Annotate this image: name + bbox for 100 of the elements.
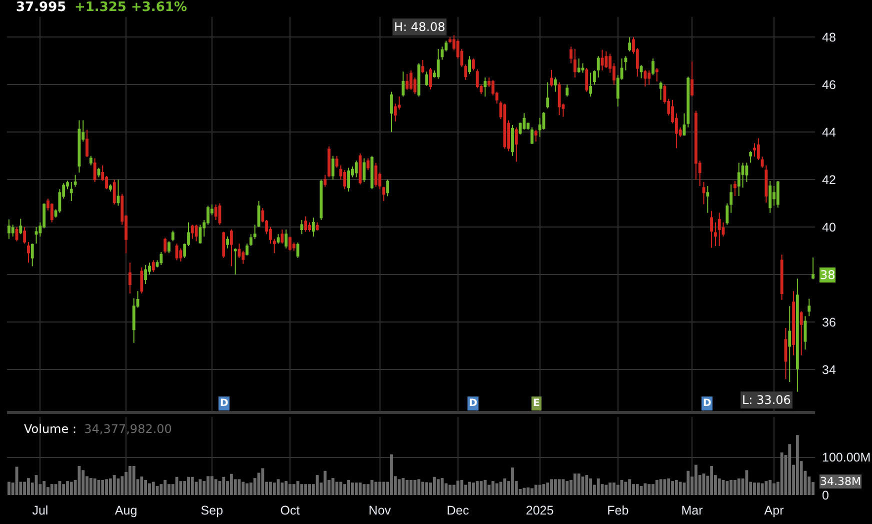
- candlestick: [644, 69, 647, 88]
- bar: [374, 482, 378, 495]
- candlestick: [710, 210, 714, 248]
- bar: [624, 482, 628, 495]
- bar: [652, 484, 654, 495]
- bar: [27, 478, 30, 495]
- y-tick-label: 0: [822, 488, 829, 502]
- candlestick: [600, 49, 604, 71]
- text: Volume :: [24, 422, 76, 436]
- candlestick: [546, 82, 550, 109]
- bar: [538, 484, 542, 495]
- candlestick: [734, 180, 736, 196]
- y-tick-label: 48: [822, 30, 836, 45]
- bar: [678, 482, 682, 495]
- bar: [495, 483, 498, 495]
- bar: [648, 484, 651, 495]
- candlestick: [324, 174, 327, 188]
- bar: [760, 483, 764, 495]
- candlestick: [50, 202, 54, 223]
- candlestick: [472, 58, 475, 71]
- bar: [62, 484, 66, 495]
- candlestick: [93, 158, 96, 182]
- candlestick: [347, 167, 350, 192]
- candlestick: [108, 184, 112, 192]
- candlestick: [280, 228, 284, 244]
- candlestick: [230, 228, 233, 267]
- candlestick: [406, 73, 409, 90]
- y-tick-label: 36: [822, 315, 836, 330]
- candlestick: [288, 236, 292, 252]
- candlestick: [640, 64, 643, 79]
- annotation: D: [469, 398, 478, 409]
- bar: [417, 479, 420, 495]
- bar: [7, 482, 10, 495]
- bar: [308, 484, 311, 495]
- candlestick: [714, 222, 717, 247]
- bar: [659, 479, 662, 495]
- bar: [554, 479, 557, 495]
- candlestick: [686, 76, 690, 128]
- bar: [112, 475, 116, 495]
- candlestick: [366, 158, 370, 171]
- bar: [300, 484, 304, 495]
- bar: [50, 484, 54, 495]
- candlestick: [312, 217, 315, 238]
- x-tick-label: Feb: [607, 504, 629, 518]
- candlestick: [589, 72, 592, 98]
- bar: [292, 484, 296, 495]
- text: 34.38M: [820, 475, 861, 488]
- candlestick: [70, 181, 73, 202]
- bar: [347, 480, 350, 495]
- candlestick: [652, 58, 654, 76]
- candlestick: [812, 256, 814, 280]
- bar: [179, 481, 182, 495]
- candlestick: [550, 69, 553, 88]
- candlestick: [272, 238, 276, 254]
- bar: [272, 482, 276, 495]
- candlestick: [300, 219, 304, 235]
- candlestick: [74, 174, 77, 188]
- candlestick: [214, 204, 218, 220]
- candlestick: [808, 298, 811, 317]
- bar: [566, 481, 569, 495]
- bar: [148, 483, 151, 495]
- annotation: D: [703, 398, 712, 409]
- bar: [726, 481, 729, 495]
- bar: [686, 470, 690, 495]
- bar: [132, 466, 136, 495]
- y-tick-label: 34: [822, 362, 836, 377]
- candlestick: [511, 124, 514, 156]
- bar: [280, 482, 284, 495]
- x-tick-label: 2025: [526, 504, 554, 518]
- bar: [674, 480, 678, 495]
- bar: [288, 484, 292, 495]
- bar: [354, 482, 358, 495]
- bar: [756, 482, 760, 495]
- bar: [175, 476, 178, 495]
- candlestick: [659, 81, 662, 100]
- candlestick: [171, 230, 174, 242]
- bar: [484, 480, 487, 495]
- x-tick-label: Nov: [368, 504, 392, 518]
- bar: [413, 480, 416, 495]
- candlestick: [436, 48, 440, 80]
- bar: [585, 475, 588, 495]
- bar: [796, 435, 799, 495]
- candlestick: [682, 112, 686, 136]
- candlestick: [34, 226, 38, 244]
- candlestick: [304, 216, 308, 232]
- candlestick: [800, 310, 803, 356]
- annotation: L: 33.06: [742, 393, 791, 407]
- bar: [128, 466, 132, 495]
- bar: [222, 476, 226, 495]
- x-tick-label: Aug: [114, 504, 138, 518]
- candlestick: [417, 62, 420, 98]
- bar: [214, 479, 218, 495]
- candlestick: [566, 84, 569, 98]
- bar: [425, 482, 428, 495]
- candlestick: [655, 68, 658, 82]
- bar: [476, 481, 479, 495]
- bar: [284, 481, 288, 495]
- candlestick: [484, 77, 487, 98]
- candlestick: [23, 226, 26, 244]
- candlestick: [331, 155, 334, 180]
